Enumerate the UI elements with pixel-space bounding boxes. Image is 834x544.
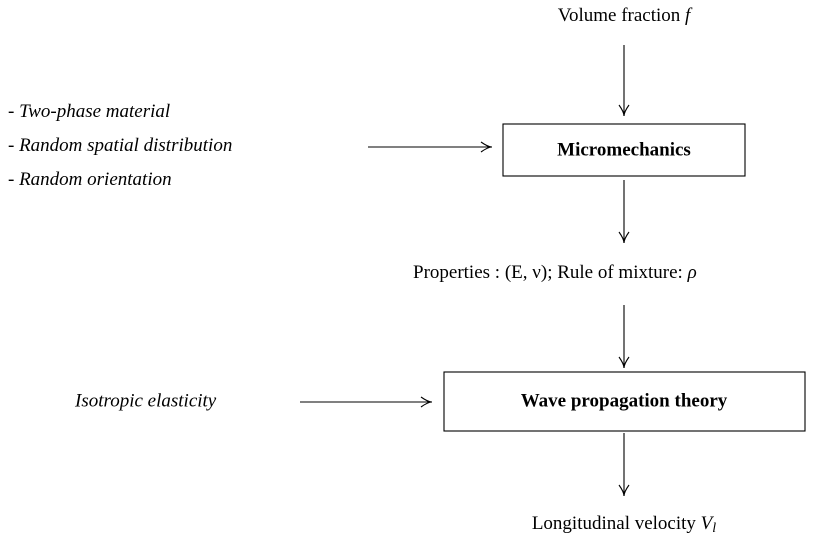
arrow [618,305,630,369]
output-subscript: l [712,521,716,536]
arrow [300,396,433,408]
assumption-text: Random orientation [18,169,172,190]
bullet: - [8,101,14,122]
assumption: - Two-phase material [8,101,170,122]
assumption: - Random orientation [8,169,172,190]
arrow [618,180,630,244]
assumption-text: Two-phase material [19,101,170,122]
assumption-text: Random spatial distribution [18,135,232,156]
input-symbol: f [685,5,693,26]
elasticity-label: Isotropic elasticity [74,390,217,411]
properties-text: Properties : [413,262,500,283]
rule-symbol: ρ [687,262,697,283]
output-label: Longitudinal velocity Vl [532,513,716,536]
node-label: Micromechanics [557,139,691,160]
output-symbol: V [701,513,715,534]
input-label: Volume fraction f [558,5,693,26]
node-label: Wave propagation theory [521,390,728,411]
input-text: Volume fraction [558,5,681,26]
assumption: - Random spatial distribution [8,135,232,156]
separator: ; [547,262,552,283]
node-box [443,371,806,432]
bullet: - [8,169,14,190]
arrow [368,141,493,153]
properties-label: Properties : (E, ν); Rule of mixture: ρ [413,262,697,283]
arrow [618,433,630,497]
output-text: Longitudinal velocity [532,513,697,534]
rule-text: Rule of mixture: [557,262,683,283]
node-box [502,123,746,177]
bullet: - [8,135,14,156]
arrow [618,45,630,117]
properties-math: (E, ν) [505,262,547,283]
